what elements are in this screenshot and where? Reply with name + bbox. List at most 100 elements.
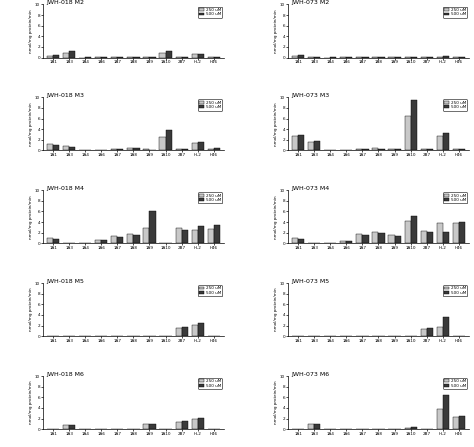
Y-axis label: nmol/mg protein/min: nmol/mg protein/min [29,9,33,53]
Bar [128,57,133,58]
Bar [459,149,465,151]
Text: JWH-018 M5: JWH-018 M5 [46,278,84,284]
Bar [149,211,155,243]
Bar [198,54,204,58]
Y-axis label: nmol/mg protein/min: nmol/mg protein/min [274,9,278,53]
Bar [443,317,449,336]
Y-axis label: nmol/mg protein/min: nmol/mg protein/min [274,381,278,424]
Bar [363,149,368,151]
Bar [420,231,427,243]
Bar [443,134,449,151]
Bar [459,416,465,429]
Bar [453,149,459,151]
Bar [133,148,139,151]
Text: JWH-073 M2: JWH-073 M2 [292,0,329,5]
Text: JWH-018 M4: JWH-018 M4 [46,186,84,191]
Bar [165,130,172,151]
Bar [404,57,410,58]
Legend: 250 uM, 500 uM: 250 uM, 500 uM [198,378,222,389]
Legend: 250 uM, 500 uM: 250 uM, 500 uM [198,99,222,110]
Bar [182,421,188,429]
Bar [182,327,188,336]
Bar [47,56,53,58]
Legend: 250 uM, 500 uM: 250 uM, 500 uM [198,7,222,18]
Bar [198,226,204,243]
Bar [394,236,401,243]
Bar [63,426,69,429]
Bar [340,240,346,243]
Bar [144,149,149,151]
Bar [191,230,198,243]
Bar [394,149,401,151]
Bar [175,422,182,429]
Bar [133,236,139,243]
Bar [427,232,433,243]
Y-axis label: nmol/mg protein/min: nmol/mg protein/min [274,102,278,146]
Legend: 250 uM, 500 uM: 250 uM, 500 uM [443,7,467,18]
Bar [308,57,314,58]
Bar [95,240,101,243]
Bar [356,234,363,243]
Bar [53,145,59,151]
Bar [420,149,427,151]
Bar [410,216,417,243]
Bar [214,148,220,151]
Bar [410,100,417,151]
Bar [63,53,69,58]
Y-axis label: nmol/mg protein/min: nmol/mg protein/min [274,288,278,332]
Bar [53,55,59,58]
Bar [165,51,172,58]
Bar [314,57,320,58]
Bar [404,221,410,243]
Text: JWH-073 M3: JWH-073 M3 [292,93,329,98]
Bar [314,424,320,429]
Bar [191,54,198,58]
Bar [410,427,417,429]
Bar [373,232,379,243]
Bar [379,149,384,151]
Bar [298,239,304,243]
Bar [298,55,304,58]
Bar [208,149,214,151]
Bar [182,230,188,243]
Bar [314,141,320,151]
Bar [443,56,449,58]
Bar [389,235,394,243]
Bar [198,323,204,336]
Bar [191,143,198,151]
Bar [118,149,123,151]
Bar [389,149,394,151]
Bar [427,149,433,151]
Legend: 250 uM, 500 uM: 250 uM, 500 uM [198,192,222,203]
Bar [356,149,363,151]
Bar [346,241,353,243]
Legend: 250 uM, 500 uM: 250 uM, 500 uM [198,285,222,296]
Bar [373,148,379,151]
Bar [53,239,59,243]
Bar [308,424,314,429]
Legend: 250 uM, 500 uM: 250 uM, 500 uM [443,378,467,389]
Bar [427,328,433,336]
Bar [459,222,465,243]
Bar [198,142,204,151]
Bar [214,225,220,243]
Bar [410,57,417,58]
Bar [453,223,459,243]
Legend: 250 uM, 500 uM: 250 uM, 500 uM [443,285,467,296]
Bar [101,240,108,243]
Bar [128,234,133,243]
Bar [292,135,298,151]
Bar [159,137,165,151]
Bar [149,57,155,58]
Bar [149,150,155,151]
Bar [443,232,449,243]
Bar [144,57,149,58]
Legend: 250 uM, 500 uM: 250 uM, 500 uM [443,99,467,110]
Bar [175,328,182,336]
Y-axis label: nmol/mg protein/min: nmol/mg protein/min [29,288,33,332]
Bar [111,236,118,243]
Bar [208,229,214,243]
Y-axis label: nmol/mg protein/min: nmol/mg protein/min [274,195,278,239]
Bar [144,228,149,243]
Bar [111,149,118,151]
